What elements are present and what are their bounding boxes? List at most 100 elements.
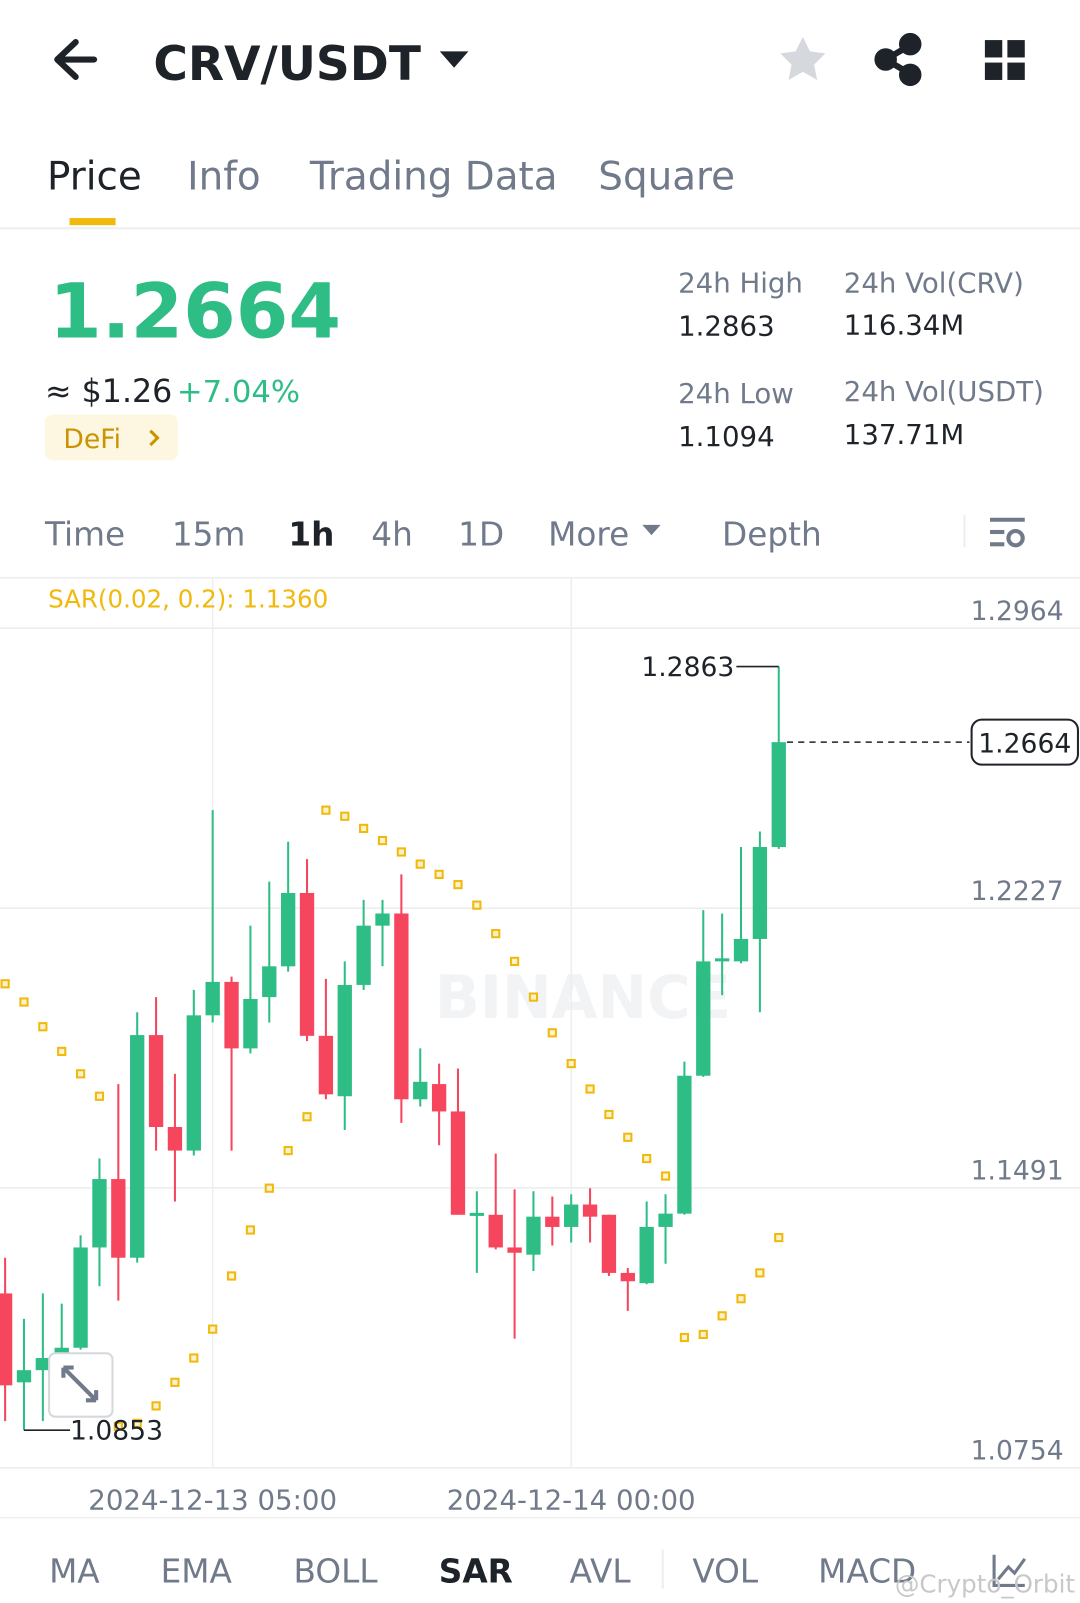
y-tick-label: 1.2964 bbox=[971, 596, 1064, 627]
candle-body bbox=[318, 1035, 334, 1095]
sar-dot bbox=[113, 1421, 123, 1431]
candle-body bbox=[564, 1204, 579, 1227]
sar-dot bbox=[94, 1091, 105, 1101]
sar-dot bbox=[698, 1329, 708, 1340]
sar-dot bbox=[660, 1171, 671, 1181]
sar-dot bbox=[38, 1022, 48, 1032]
divider bbox=[0, 227, 1080, 230]
chart-icon[interactable] bbox=[992, 1554, 1027, 1587]
candle-body bbox=[148, 1035, 164, 1128]
tag-bg[interactable] bbox=[45, 414, 178, 461]
candle-body bbox=[0, 1293, 13, 1386]
candle-body bbox=[526, 1216, 541, 1255]
candle-body bbox=[733, 938, 749, 962]
tab[interactable]: Info bbox=[187, 154, 261, 199]
sar-dot bbox=[208, 1324, 218, 1334]
sar-dot bbox=[19, 997, 29, 1007]
tab[interactable]: Square bbox=[598, 154, 735, 199]
dropdown-icon[interactable] bbox=[439, 51, 469, 68]
candle-body bbox=[262, 966, 277, 998]
candle-body bbox=[299, 892, 315, 1036]
interval[interactable]: More bbox=[548, 515, 629, 553]
stat-value: 1.1094 bbox=[678, 420, 775, 453]
candle-body bbox=[205, 981, 220, 1016]
candle-body bbox=[186, 1015, 201, 1151]
sar-dot bbox=[679, 1332, 690, 1343]
divider bbox=[661, 1549, 664, 1589]
candle-body bbox=[620, 1272, 635, 1282]
interval[interactable]: 1h bbox=[288, 515, 334, 553]
indicator[interactable]: BOLL bbox=[294, 1552, 379, 1590]
interval[interactable]: 4h bbox=[371, 515, 413, 553]
sar-dot bbox=[132, 1418, 142, 1428]
indicator[interactable]: MA bbox=[49, 1552, 100, 1590]
candle-body bbox=[545, 1216, 560, 1227]
share-icon[interactable] bbox=[874, 32, 922, 87]
star-icon[interactable] bbox=[780, 37, 826, 80]
interval[interactable]: Depth bbox=[722, 515, 822, 553]
sar-dot bbox=[623, 1132, 633, 1142]
chart-watermark: BINANCE bbox=[435, 963, 731, 1032]
candle-body bbox=[677, 1075, 692, 1214]
sar-dot bbox=[566, 1058, 576, 1069]
candle-body bbox=[658, 1213, 673, 1227]
y-tick-label: 1.1491 bbox=[971, 1156, 1064, 1187]
more-icon[interactable] bbox=[642, 524, 661, 536]
interval[interactable]: Time bbox=[44, 515, 125, 553]
tab[interactable]: Trading Data bbox=[309, 154, 558, 199]
sar-dot bbox=[755, 1268, 765, 1278]
candle-body bbox=[73, 1247, 88, 1348]
sar-dot bbox=[151, 1401, 161, 1411]
sar-dot bbox=[585, 1084, 595, 1094]
candle-body bbox=[752, 847, 768, 939]
fiat-price: ≈ $1.26 bbox=[45, 374, 172, 410]
candle-body bbox=[16, 1370, 32, 1383]
candle-body bbox=[450, 1111, 466, 1215]
chart-border bbox=[0, 577, 1080, 579]
candle-body bbox=[639, 1226, 654, 1284]
last-price: 1.2664 bbox=[49, 268, 341, 356]
stat-label: 24h Vol(CRV) bbox=[844, 267, 1024, 300]
interval[interactable]: 15m bbox=[172, 515, 246, 553]
candle-body bbox=[224, 981, 239, 1049]
watermark: @Crypto_Orbit bbox=[895, 1570, 1076, 1599]
candle-body bbox=[167, 1127, 183, 1151]
sar-dot bbox=[717, 1311, 727, 1321]
sar-dot bbox=[75, 1069, 86, 1079]
interval[interactable]: 1D bbox=[458, 515, 504, 553]
sar-dot bbox=[604, 1109, 614, 1120]
y-tick-label: 1.2227 bbox=[971, 876, 1064, 907]
sar-dot bbox=[774, 1232, 784, 1243]
stat-value: 116.34M bbox=[844, 309, 964, 342]
sar-dot bbox=[226, 1271, 237, 1281]
grid-icon[interactable] bbox=[984, 40, 1025, 80]
sar-dot bbox=[736, 1294, 746, 1304]
candle-body bbox=[413, 1081, 428, 1100]
stat-label: 24h Vol(USDT) bbox=[844, 375, 1044, 408]
pair-title[interactable]: CRV/USDT bbox=[153, 37, 421, 92]
tab[interactable]: Price bbox=[47, 154, 142, 199]
settings-icon[interactable] bbox=[990, 517, 1025, 548]
candle-body bbox=[92, 1179, 107, 1248]
sar-dot bbox=[642, 1153, 652, 1164]
sar-dot bbox=[340, 811, 350, 821]
candle-body bbox=[696, 961, 711, 1076]
candle-body bbox=[130, 1035, 145, 1258]
indicator[interactable]: MACD bbox=[818, 1552, 916, 1590]
candle-body bbox=[582, 1204, 598, 1217]
indicator[interactable]: AVL bbox=[570, 1552, 632, 1590]
sar-dot bbox=[264, 1183, 274, 1193]
sar-dot bbox=[547, 1028, 557, 1038]
expand-button[interactable] bbox=[48, 1352, 114, 1418]
sar-dot bbox=[434, 869, 444, 879]
tag[interactable]: DeFi bbox=[63, 424, 121, 455]
sar-dot bbox=[491, 929, 501, 939]
indicator[interactable]: SAR bbox=[439, 1552, 513, 1590]
back-icon[interactable] bbox=[54, 39, 98, 80]
high-marker-label: 1.2863 bbox=[641, 652, 734, 683]
indicator[interactable]: EMA bbox=[161, 1552, 233, 1590]
sar-dot bbox=[321, 805, 331, 815]
indicator[interactable]: VOL bbox=[692, 1552, 759, 1590]
